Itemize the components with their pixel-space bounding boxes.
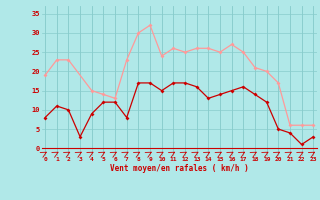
X-axis label: Vent moyen/en rafales ( km/h ): Vent moyen/en rafales ( km/h ) — [110, 164, 249, 173]
